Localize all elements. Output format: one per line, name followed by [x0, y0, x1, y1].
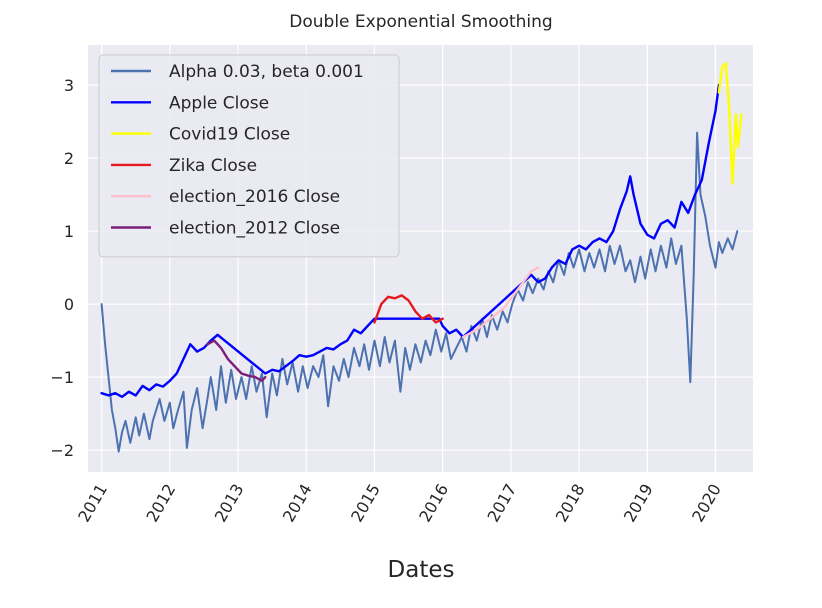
x-tick-label: 2017 — [484, 481, 521, 526]
legend-label: election_2012 Close — [169, 219, 340, 239]
legend: Alpha 0.03, beta 0.001 Apple Close Covid19… — [98, 54, 400, 258]
series-line-4 — [373, 294, 444, 324]
x-tick-labels: 2011 2012 2013 2014 2015 2016 2017 2018 2019 2020 — [74, 481, 725, 526]
x-tick-label: 2011 — [74, 481, 111, 526]
y-tick-label: 3 — [64, 76, 74, 95]
x-tick-label: 2019 — [620, 481, 657, 526]
y-tick-label: −2 — [50, 441, 74, 460]
x-axis-label: Dates — [388, 557, 455, 583]
y-tick-label: 0 — [64, 295, 74, 314]
y-tick-label: 1 — [64, 222, 74, 241]
series-line-6 — [206, 339, 267, 382]
series-line-1 — [100, 131, 739, 453]
x-tick-label: 2014 — [279, 481, 316, 526]
x-tick-label: 2015 — [347, 481, 384, 526]
series-lines — [100, 62, 743, 453]
series-line-2 — [100, 83, 721, 398]
x-tick-label: 2020 — [688, 481, 725, 526]
x-tick-label: 2013 — [211, 481, 248, 526]
legend-label: Apple Close — [169, 93, 269, 113]
x-tick-label: 2012 — [142, 481, 179, 526]
chart-title: Double Exponential Smoothing — [289, 12, 552, 32]
x-tick-label: 2018 — [552, 481, 589, 526]
legend-label: election_2016 Close — [169, 187, 340, 207]
x-tick-label: 2016 — [415, 481, 452, 526]
series-line-5 — [461, 266, 540, 339]
y-tick-label: −1 — [50, 368, 74, 387]
series-line-3 — [717, 62, 743, 185]
y-tick-label: 2 — [64, 149, 74, 168]
legend-box — [98, 54, 400, 258]
legend-label: Zika Close — [169, 156, 257, 176]
legend-label: Alpha 0.03, beta 0.001 — [169, 62, 364, 82]
legend-label: Covid19 Close — [169, 125, 290, 145]
y-tick-labels: −2 −1 0 1 2 3 — [50, 76, 74, 460]
